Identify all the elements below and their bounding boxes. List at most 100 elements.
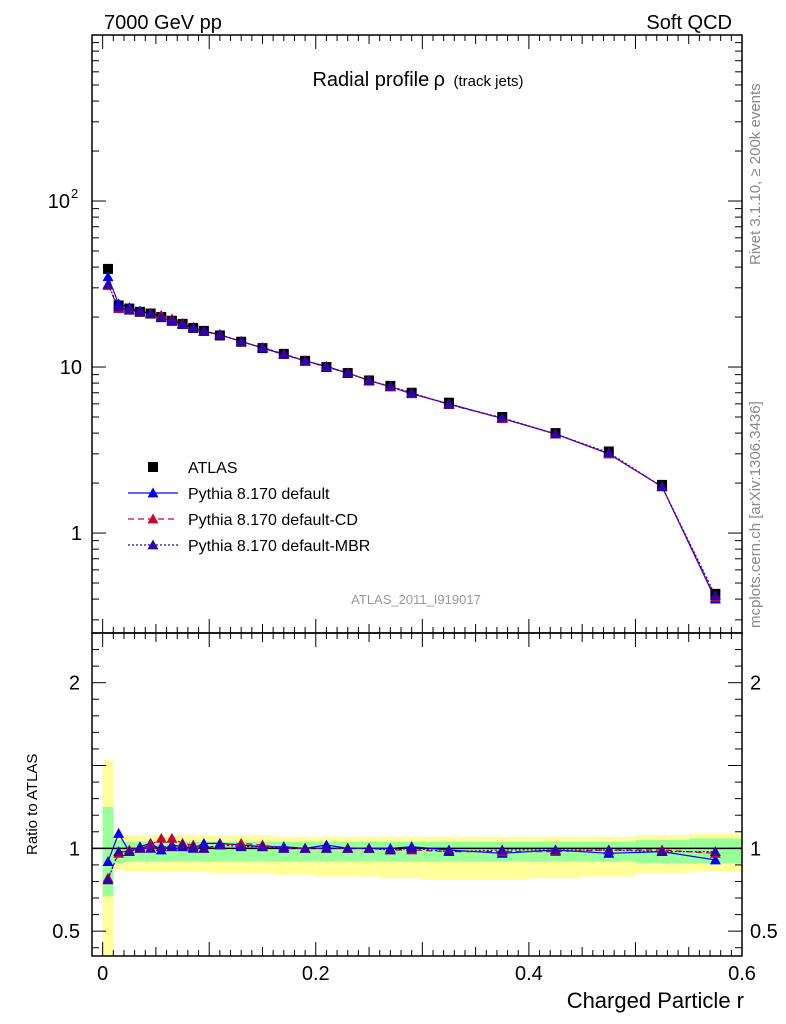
x-axis-label: Charged Particle r: [567, 988, 744, 1013]
ratio-point-series-0: [102, 856, 114, 866]
data-point-series-3: [443, 398, 455, 409]
data-point-series-3: [113, 301, 125, 312]
ratio-panel: 0 0.2 0.4 0.6 0.5 0.5 1 1 2 2 Ratio to ATLAS Char…: [24, 632, 778, 1013]
ratio-plot-area: [92, 760, 742, 956]
ratio-point-series-1: [155, 832, 167, 843]
chart-title: Radial profile ρ (track jets): [312, 69, 523, 91]
legend: ATLAS Pythia 8.170 default Pythia 8.170 de…: [128, 460, 370, 555]
data-point-series-3: [102, 278, 114, 289]
ratio-point-series-2: [166, 841, 178, 852]
data-point-series-3: [384, 380, 396, 391]
legend-marker-2: [147, 513, 159, 524]
data-point-series-3: [214, 329, 226, 339]
ratio-point-series-2: [256, 841, 268, 852]
x-tick-label: 0.4: [515, 963, 543, 985]
data-point-series-3: [320, 361, 332, 372]
rivet-version-label: Rivet 3.1.10, ≥ 200k events: [747, 83, 764, 265]
legend-label-0: ATLAS: [188, 460, 238, 477]
legend-label-1: Pythia 8.170 default: [188, 486, 330, 503]
ratio-point-series-2: [134, 842, 146, 853]
data-point-series-3: [709, 590, 721, 600]
data-point-series-3: [363, 374, 375, 385]
ratio-axes: 0 0.2 0.4 0.6 0.5 0.5 1 1 2 2: [52, 632, 778, 985]
ratio-point-series-2: [113, 846, 125, 857]
y-tick-label: 1: [750, 838, 761, 860]
chart-title-symbol: ρ: [434, 69, 445, 91]
data-point-series-3: [187, 322, 199, 332]
y-tick-label: 2: [69, 673, 80, 695]
ratio-point-series-2: [299, 842, 311, 853]
ratio-point-series-0: [198, 837, 210, 848]
ratio-y-axis-label: Ratio to ATLAS: [24, 754, 41, 855]
ratio-point-series-2: [496, 844, 508, 855]
x-tick-label: 0.2: [302, 963, 330, 985]
ratio-point-series-0: [113, 827, 125, 838]
data-point-series-3: [166, 314, 178, 325]
ratio-point-series-2: [145, 842, 157, 853]
y-tick-label: 10: [60, 357, 82, 379]
y-tick-label: 1: [71, 523, 82, 545]
y-tick-label: 0.5: [750, 921, 778, 943]
x-tick-label: 0: [97, 963, 108, 985]
analysis-watermark: ATLAS_2011_I919017: [351, 592, 481, 607]
ratio-point-series-2: [235, 841, 247, 852]
ratio-point-series-2: [102, 874, 114, 885]
data-point-series-3: [406, 387, 418, 398]
ratio-plot-frame: [91, 632, 743, 957]
legend-marker-3: [147, 539, 159, 550]
chart-title-sub: (track jets): [454, 73, 524, 90]
data-point-series-3: [198, 325, 210, 336]
data-point-series-3: [550, 428, 562, 439]
data-point-series-3: [177, 318, 189, 329]
ratio-point-series-2: [278, 842, 290, 853]
ratio-point-series-2: [320, 842, 332, 853]
uncertainty-band-green: [209, 841, 231, 862]
ratio-point-series-2: [363, 842, 375, 853]
ratio-point-series-2: [155, 841, 167, 852]
data-point-series-3: [123, 304, 135, 315]
ratio-point-series-2: [656, 846, 668, 857]
data-point-series-1: [102, 271, 114, 282]
data-point-series-3: [299, 355, 311, 366]
y-tick-label: 2: [750, 673, 761, 695]
uncertainty-band-green: [166, 841, 178, 862]
series-line-3: [107, 284, 716, 596]
main-plot-area: [102, 263, 721, 604]
ratio-point-series-2: [550, 844, 562, 855]
chart-title-main: Radial profile: [312, 69, 429, 91]
y-tick-label-exponent: 2: [71, 186, 78, 201]
data-point-series-3: [256, 342, 268, 352]
data-point-series-3: [656, 481, 668, 492]
y-tick-label: 0.5: [52, 921, 80, 943]
header-right-label: Soft QCD: [646, 12, 732, 34]
data-point-series-3: [235, 336, 247, 347]
ratio-point-series-2: [603, 844, 615, 855]
legend-label-3: Pythia 8.170 default-MBR: [188, 538, 370, 555]
ratio-point-series-1: [166, 832, 178, 843]
data-point-series-3: [496, 412, 508, 423]
data-point-atlas: [102, 263, 113, 274]
ratio-point-series-2: [187, 841, 199, 852]
ratio-point-series-0: [709, 854, 721, 865]
data-point-series-3: [145, 308, 157, 318]
ratio-point-series-2: [384, 844, 396, 855]
data-point-series-3: [155, 311, 167, 322]
header-left-label: 7000 GeV pp: [104, 12, 222, 34]
y-tick-label: 10: [48, 191, 70, 213]
ratio-point-series-2: [198, 842, 210, 853]
ratio-point-series-2: [406, 842, 418, 853]
mcplots-label: mcplots.cern.ch [arXiv:1306.3436]: [747, 401, 764, 628]
ratio-point-series-2: [214, 839, 226, 850]
legend-marker-1: [147, 487, 159, 498]
data-point-series-3: [342, 367, 354, 378]
legend-marker-atlas: [148, 462, 158, 472]
y-tick-label: 1: [69, 838, 80, 860]
data-point-series-3: [603, 447, 615, 458]
ratio-point-series-2: [123, 846, 135, 857]
ratio-point-series-2: [709, 846, 721, 857]
data-point-series-3: [278, 348, 290, 359]
data-point-series-3: [134, 306, 146, 317]
